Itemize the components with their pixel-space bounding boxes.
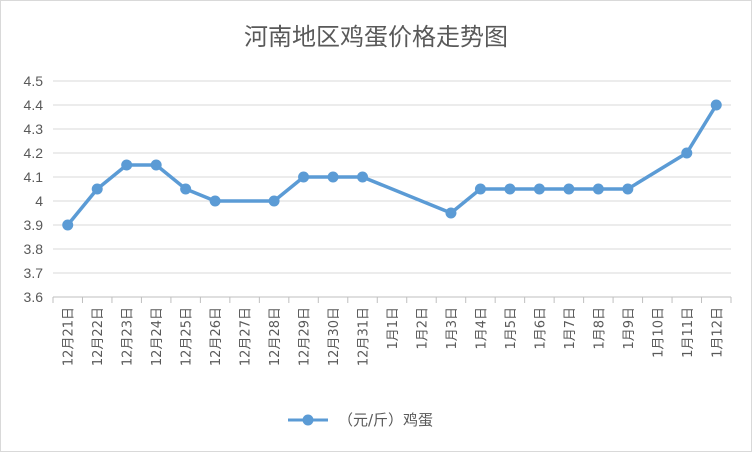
series-line [66,104,718,227]
x-tick-label: 1月8日 [592,307,607,350]
x-tick-label: 12月27日 [239,307,254,366]
y-tick-label: 4.2 [24,145,44,161]
x-tick-label: 12月22日 [91,307,106,366]
x-tick-label: 1月1日 [386,307,401,350]
chart-title: 河南地区鸡蛋价格走势图 [244,23,508,51]
y-tick-label: 3.9 [24,217,44,233]
data-point [298,171,310,183]
data-point [533,183,545,195]
legend: （元/斤）鸡蛋 [288,411,433,429]
x-tick-label: 1月9日 [622,307,637,350]
data-point [327,171,339,183]
data-point [357,171,369,183]
data-point [209,195,221,207]
x-tick-label: 1月11日 [681,307,696,358]
x-tick-label: 1月6日 [533,307,548,350]
x-tick-label: 1月3日 [445,307,460,350]
x-tick-label: 12月30日 [327,307,342,366]
x-tick-label: 12月25日 [180,307,195,366]
x-tick-label: 12月28日 [268,307,283,366]
y-tick-label: 4.5 [24,73,44,89]
x-tick-label: 1月10日 [651,307,666,358]
data-point [681,147,693,159]
y-tick-label: 4 [35,193,43,209]
series-layer [62,99,722,231]
x-axis-ticks: 12月21日 12月22日 12月23日 12月24日 12月25日 12月26日 12月2… [62,307,726,366]
data-point [180,183,192,195]
data-point [622,183,634,195]
x-tick-label: 12月31日 [357,307,372,366]
y-tick-label: 4.4 [24,97,44,113]
x-tick-label: 12月23日 [121,307,136,366]
data-point [268,195,280,207]
x-tick-label: 1月5日 [504,307,519,350]
y-tick-label: 3.8 [24,241,44,257]
x-tick-label: 1月4日 [474,307,489,350]
y-tick-label: 4.3 [24,121,44,137]
x-tick-label: 1月7日 [563,307,578,350]
data-point [91,183,103,195]
data-point [62,219,74,231]
x-tick-label: 1月2日 [415,307,430,350]
data-point [445,207,457,219]
y-tick-label: 4.1 [24,169,44,185]
x-tick-label: 12月24日 [150,307,165,366]
y-tick-label: 3.7 [24,265,44,281]
data-point [150,159,162,171]
x-tick-label: 12月29日 [298,307,313,366]
data-point [474,183,486,195]
x-axis [52,297,732,303]
x-tick-label: 12月21日 [62,307,77,366]
y-axis-ticks: 3.6 3.7 3.8 3.9 4 4.1 4.2 4.3 4.4 4.5 [24,73,44,305]
legend-point-marker [302,414,314,426]
gridlines [53,80,731,298]
data-point [121,159,133,171]
data-point [710,99,722,111]
x-tick-label: 12月26日 [209,307,224,366]
legend-label: （元/斤）鸡蛋 [338,411,433,429]
x-tick-label: 1月12日 [710,307,725,358]
data-point [563,183,575,195]
data-point [504,183,516,195]
y-tick-label: 3.6 [24,289,44,305]
data-point [592,183,604,195]
